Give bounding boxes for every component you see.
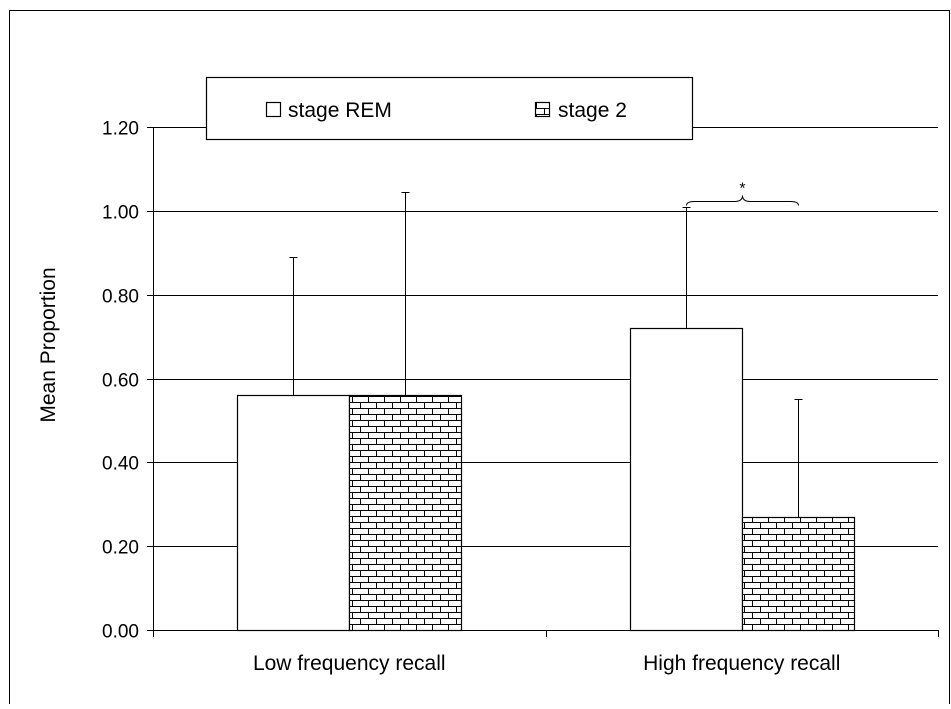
legend: stage REM stage 2 [205,76,694,141]
y-tick-label: 1.20 [102,119,139,140]
outer-frame [9,10,950,709]
y-tick-label: 1.00 [102,203,139,224]
legend-swatch-stage-rem [265,101,282,118]
legend-label-stage-rem: stage REM [288,99,392,122]
axes [147,127,939,637]
y-tick-label: 0.00 [102,622,139,643]
significance-marker: * [739,181,745,198]
y-tick-label: 0.20 [102,538,139,559]
bar-stage-rem-high-frequency-recall [629,327,744,632]
annotations: * [686,181,799,206]
bar-stage-rem-low-frequency-recall [236,394,351,632]
x-category-labels: Low frequency recall High frequency recal… [253,652,840,675]
y-tick-labels: 0.00 0.20 0.40 0.60 0.80 1.00 1.20 [102,119,139,643]
y-tick-label: 0.60 [102,371,139,392]
error-bars [289,192,803,518]
bars [236,327,856,632]
legend-swatch-stage-2 [534,101,551,118]
y-axis-title: Mean Proportion [37,267,60,422]
y-tick-label: 0.40 [102,454,139,475]
bar-stage-2-high-frequency-recall [741,516,856,632]
legend-box [205,76,694,141]
bar-stage-2-low-frequency-recall [348,394,463,632]
y-tick-label: 0.80 [102,287,139,308]
x-category-label: High frequency recall [643,652,840,675]
significance-bracket [686,195,799,206]
x-category-label: Low frequency recall [253,652,446,675]
legend-label-stage-2: stage 2 [558,99,627,122]
